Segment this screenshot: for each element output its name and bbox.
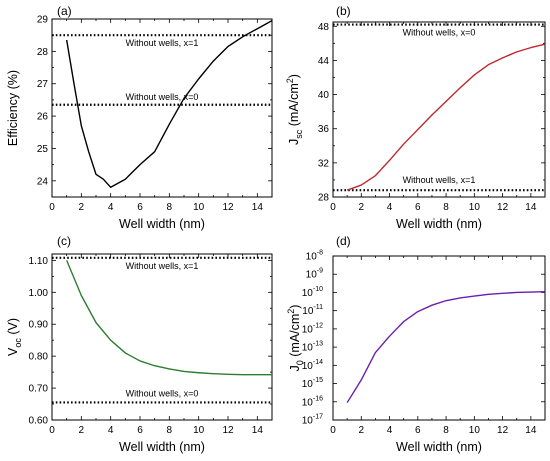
x-axis-label: Well width (nm) <box>119 217 205 231</box>
y-tick-label: 0.90 <box>29 320 49 331</box>
y-tick-label: 40 <box>318 90 330 101</box>
y-axis-label: J0 (mA/cm2) <box>286 305 305 372</box>
plot-frame <box>332 21 546 198</box>
x-tick-label: 12 <box>497 202 509 213</box>
reference-line-label: Without wells, x=0 <box>126 388 199 398</box>
y-tick-label: 1.00 <box>29 288 49 299</box>
panel-label: (d) <box>336 234 351 248</box>
x-axis-label: Well width (nm) <box>396 440 482 454</box>
plot-frame <box>51 253 273 421</box>
reference-line-label: Without wells, x=1 <box>403 175 476 185</box>
x-tick-label: 14 <box>252 202 264 213</box>
y-tick-label: 10-15 <box>302 377 323 390</box>
y-tick-label: 10-17 <box>302 414 323 427</box>
x-tick-label: 14 <box>252 425 264 436</box>
data-series-line <box>346 43 546 191</box>
x-tick-label: 2 <box>358 202 364 213</box>
y-tick-label: 10-13 <box>302 341 323 354</box>
x-tick-label: 10 <box>469 202 481 213</box>
y-tick-label: 1.10 <box>29 256 49 267</box>
y-tick-label: 10-9 <box>306 268 323 281</box>
x-tick-label: 0 <box>49 425 55 436</box>
plot-frame <box>51 18 273 198</box>
y-tick-label: 48 <box>318 22 330 33</box>
x-tick-label: 2 <box>358 425 364 436</box>
y-tick-label: 44 <box>318 56 330 67</box>
x-tick-label: 4 <box>387 425 393 436</box>
x-tick-label: 0 <box>49 202 55 213</box>
y-tick-label: 10-16 <box>302 395 323 408</box>
panel-label: (c) <box>57 234 71 248</box>
x-tick-label: 12 <box>497 425 509 436</box>
x-tick-label: 4 <box>387 202 393 213</box>
y-tick-label: 10-14 <box>302 359 323 372</box>
y-axis-label: Efficiency (%) <box>6 70 20 146</box>
x-tick-label: 14 <box>525 425 537 436</box>
y-tick-label: 0.80 <box>29 352 49 363</box>
y-axis-label: Jsc (mA/cm2) <box>285 74 304 145</box>
x-tick-label: 8 <box>443 425 449 436</box>
x-tick-label: 6 <box>415 202 421 213</box>
y-tick-label: 24 <box>37 176 49 187</box>
reference-line-label: Without wells, x=1 <box>126 261 199 271</box>
plot-frame <box>332 255 546 421</box>
data-series-line <box>65 20 273 188</box>
y-tick-label: 28 <box>37 47 49 58</box>
y-tick-label: 10-8 <box>306 250 323 263</box>
x-tick-label: 4 <box>108 202 114 213</box>
reference-line-label: Without wells, x=1 <box>126 38 199 48</box>
y-tick-label: 0.70 <box>29 384 49 395</box>
x-tick-label: 0 <box>330 425 336 436</box>
y-tick-label: 10-11 <box>302 304 323 317</box>
x-tick-label: 6 <box>415 425 421 436</box>
x-tick-label: 14 <box>525 202 537 213</box>
x-axis-label: Well width (nm) <box>396 217 482 231</box>
x-tick-label: 8 <box>167 202 173 213</box>
y-tick-label: 10-10 <box>302 286 323 299</box>
data-series-line <box>66 260 272 376</box>
x-axis-label: Well width (nm) <box>119 440 205 454</box>
x-tick-label: 10 <box>193 202 205 213</box>
x-tick-label: 2 <box>79 202 85 213</box>
x-tick-label: 2 <box>79 425 85 436</box>
x-tick-label: 0 <box>330 202 336 213</box>
x-tick-label: 6 <box>137 202 143 213</box>
x-tick-label: 6 <box>137 425 143 436</box>
y-axis-label: Voc (V) <box>6 318 23 356</box>
data-series-line <box>346 291 546 404</box>
y-tick-label: 28 <box>318 193 330 204</box>
reference-line-label: Without wells, x=0 <box>126 92 199 102</box>
y-tick-label: 29 <box>37 15 49 26</box>
y-tick-label: 26 <box>37 112 49 123</box>
chart-panel-2: (b) 0 2 4 6 8 10 12 14 28 32 36 40 44 48 Well width (nm… <box>285 4 546 231</box>
x-tick-label: 12 <box>222 425 234 436</box>
y-tick-label: 10-12 <box>302 322 323 335</box>
panel-label: (a) <box>57 4 72 18</box>
x-tick-label: 10 <box>193 425 205 436</box>
x-tick-label: 4 <box>108 425 114 436</box>
chart-panel-3: (c) 0 2 4 6 8 10 12 14 0.60 0.70 0.80 0.90 1.00 1.10 We… <box>6 234 273 454</box>
reference-line-label: Without wells, x=0 <box>403 28 476 38</box>
x-tick-label: 12 <box>222 202 234 213</box>
y-tick-label: 36 <box>318 124 330 135</box>
panel-label: (b) <box>336 4 351 18</box>
x-tick-label: 8 <box>443 202 449 213</box>
y-tick-label: 27 <box>37 79 49 90</box>
x-tick-label: 8 <box>167 425 173 436</box>
y-tick-label: 0.60 <box>29 416 49 427</box>
y-tick-label: 25 <box>37 144 49 155</box>
y-tick-label: 32 <box>318 158 330 169</box>
x-tick-label: 10 <box>469 425 481 436</box>
chart-panel-4: (d) 0 2 4 6 8 10 12 14 10-17 10-16 10-15 10-14 10-13 1… <box>286 234 546 454</box>
